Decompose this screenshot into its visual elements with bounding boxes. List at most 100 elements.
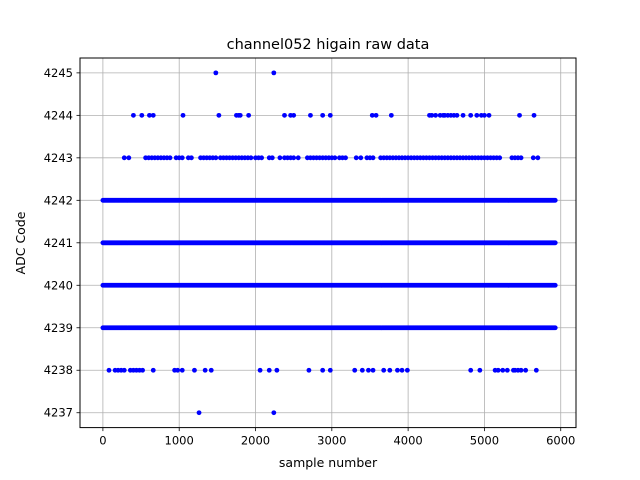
data-point <box>518 367 524 373</box>
x-tick-label: 3000 <box>317 434 346 448</box>
data-point <box>388 112 394 118</box>
data-point <box>370 155 376 161</box>
data-point <box>387 367 393 373</box>
data-point <box>497 155 503 161</box>
data-point <box>139 112 145 118</box>
data-point <box>248 155 254 161</box>
data-point <box>282 112 287 118</box>
y-tick-label: 4245 <box>44 66 73 80</box>
data-point <box>370 367 376 373</box>
data-point <box>517 112 522 118</box>
data-point <box>399 367 405 373</box>
data-point <box>106 367 112 373</box>
data-point <box>213 70 219 76</box>
data-point <box>373 112 379 118</box>
data-point <box>474 112 480 118</box>
data-point <box>552 197 558 203</box>
data-point <box>552 282 558 288</box>
data-point <box>395 367 400 373</box>
data-point <box>320 367 326 373</box>
data-point <box>189 155 194 161</box>
data-point <box>454 112 460 118</box>
data-point <box>343 155 348 161</box>
data-point <box>180 112 186 118</box>
data-point <box>523 367 529 373</box>
data-point <box>533 367 539 373</box>
data-point <box>246 112 252 118</box>
data-point <box>366 367 371 373</box>
x-axis-label: sample number <box>279 455 378 470</box>
x-tick-label: 1000 <box>165 434 194 448</box>
data-point <box>327 367 333 373</box>
data-point <box>468 112 474 118</box>
data-point <box>308 112 313 118</box>
data-point <box>274 367 280 373</box>
data-point <box>167 155 173 161</box>
data-point <box>179 155 185 161</box>
x-axis-ticks: 0 1000 2000 3000 4000 5000 6000 <box>99 427 575 448</box>
y-tick-label: 4241 <box>44 236 73 250</box>
data-point <box>126 155 132 161</box>
data-point <box>175 367 181 373</box>
data-point <box>552 325 558 331</box>
data-point <box>121 155 127 161</box>
data-points <box>100 70 558 416</box>
y-tick-label: 4242 <box>44 193 73 207</box>
data-point <box>369 112 375 118</box>
data-point <box>381 367 387 373</box>
y-tick-label: 4240 <box>44 278 73 292</box>
data-point <box>468 367 474 373</box>
data-point <box>213 155 219 161</box>
y-tick-label: 4238 <box>44 363 73 377</box>
data-point <box>332 155 338 161</box>
data-point <box>404 367 410 373</box>
data-point <box>518 155 524 161</box>
x-tick-label: 6000 <box>546 434 575 448</box>
data-point <box>531 112 537 118</box>
data-point <box>306 367 312 373</box>
data-point <box>216 112 222 118</box>
chart-title: channel052 higain raw data <box>227 37 430 53</box>
data-point <box>277 155 283 161</box>
data-point <box>257 367 263 373</box>
data-point <box>358 155 364 161</box>
data-point <box>271 410 277 416</box>
y-axis-label: ADC Code <box>13 211 28 274</box>
data-point <box>353 155 359 161</box>
data-point <box>237 112 243 118</box>
data-point <box>359 367 365 373</box>
data-point <box>208 367 214 373</box>
data-point <box>552 240 558 246</box>
data-point <box>460 112 466 118</box>
data-point <box>147 112 152 118</box>
x-tick-label: 5000 <box>470 434 499 448</box>
data-point <box>121 367 127 373</box>
data-point <box>131 112 136 118</box>
y-axis-ticks: 4237 4238 4239 4240 4241 4242 4243 4244 4245 <box>44 66 80 420</box>
data-point <box>202 367 208 373</box>
y-tick-label: 4244 <box>44 108 73 122</box>
data-point <box>477 367 483 373</box>
data-point <box>429 112 435 118</box>
x-tick-label: 4000 <box>393 434 422 448</box>
data-point <box>266 367 272 373</box>
data-point <box>500 367 506 373</box>
data-point <box>291 155 297 161</box>
data-point <box>269 155 275 161</box>
data-point <box>433 112 438 118</box>
data-point <box>271 70 277 76</box>
data-point <box>140 367 145 373</box>
data-point <box>291 112 297 118</box>
data-point <box>530 155 536 161</box>
data-point <box>295 155 301 161</box>
x-tick-label: 0 <box>99 434 106 448</box>
data-point <box>504 367 510 373</box>
data-point <box>327 112 333 118</box>
data-point <box>495 367 501 373</box>
data-point <box>179 367 185 373</box>
x-tick-label: 2000 <box>241 434 270 448</box>
data-point <box>150 367 156 373</box>
data-point <box>486 112 492 118</box>
y-tick-label: 4243 <box>44 151 73 165</box>
